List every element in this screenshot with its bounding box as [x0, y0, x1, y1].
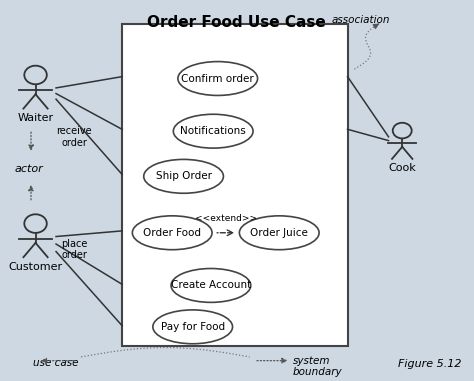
Text: Waiter: Waiter — [18, 113, 54, 123]
Text: receive
order: receive order — [56, 126, 92, 147]
Text: Order Food: Order Food — [143, 228, 201, 238]
Text: Ship Order: Ship Order — [155, 171, 211, 181]
Ellipse shape — [144, 159, 223, 193]
Text: system
boundary: system boundary — [293, 355, 343, 377]
Text: Order Food Use Case: Order Food Use Case — [146, 14, 325, 30]
Ellipse shape — [173, 114, 253, 148]
Text: Order Juice: Order Juice — [250, 228, 308, 238]
Text: actor: actor — [14, 164, 43, 174]
Text: place
order: place order — [61, 239, 87, 261]
Ellipse shape — [178, 62, 257, 96]
Bar — [122, 24, 347, 346]
Text: use case: use case — [33, 358, 79, 368]
Ellipse shape — [239, 216, 319, 250]
Ellipse shape — [132, 216, 212, 250]
Text: Pay for Food: Pay for Food — [161, 322, 225, 332]
Text: Cook: Cook — [388, 163, 416, 173]
Text: Confirm order: Confirm order — [182, 74, 254, 83]
Text: Figure 5.12: Figure 5.12 — [398, 359, 461, 370]
Text: <<extend>>: <<extend>> — [195, 215, 257, 223]
Ellipse shape — [153, 310, 233, 344]
Text: association: association — [332, 14, 391, 24]
Text: Customer: Customer — [9, 262, 63, 272]
Ellipse shape — [171, 269, 251, 303]
Text: Create Account: Create Account — [171, 280, 251, 290]
Text: Notifications: Notifications — [180, 126, 246, 136]
